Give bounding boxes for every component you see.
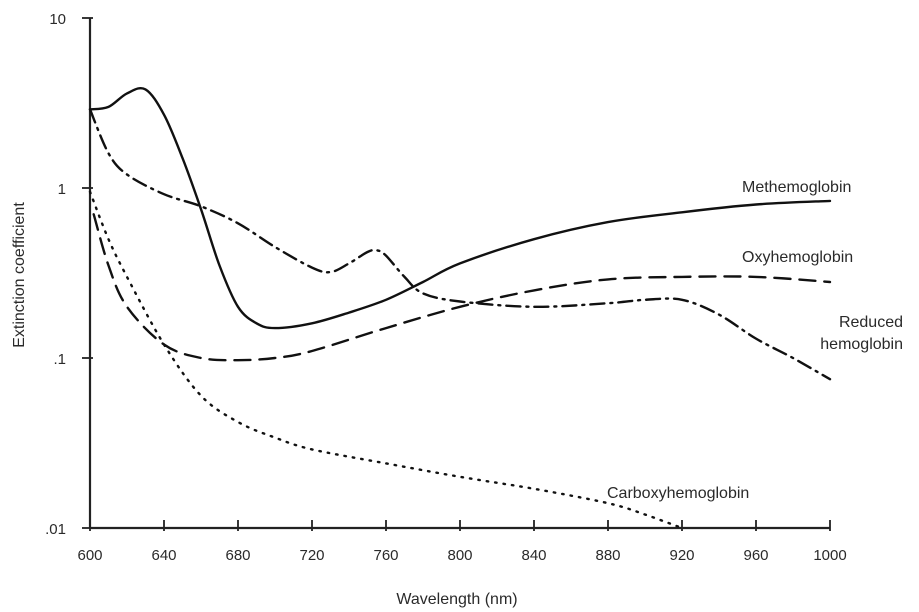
x-tick-label: 600: [77, 547, 102, 564]
y-tick-label: .01: [45, 521, 66, 538]
y-ticks: .01 .1 1 10: [45, 11, 93, 538]
x-tick-label: 760: [373, 547, 398, 564]
x-tick-label: 720: [299, 547, 324, 564]
x-tick-label: 680: [225, 547, 250, 564]
reduced-hemoglobin-label: Reduced: [839, 314, 903, 331]
series-lines: [88, 86, 832, 530]
methemoglobin-line: [88, 86, 832, 330]
x-tick-label: 640: [151, 547, 176, 564]
y-tick-label: .1: [53, 351, 66, 368]
x-ticks: 600 640 680 720 760 800 840 880 920 960 1000: [77, 520, 847, 564]
x-tick-label: 920: [669, 547, 694, 564]
axes: [88, 18, 830, 530]
reduced-hemoglobin-label: hemoglobin: [820, 336, 903, 353]
x-axis-title: Wavelength (nm): [396, 591, 517, 608]
reduced-hemoglobin-line: [88, 108, 832, 381]
y-axis-title: Extinction coefficient: [11, 202, 28, 348]
oxyhemoglobin-label: Oxyhemoglobin: [742, 249, 853, 266]
oxyhemoglobin-line: [92, 213, 832, 362]
carboxyhemoglobin-line: [88, 190, 684, 530]
x-tick-label: 960: [743, 547, 768, 564]
x-tick-label: 880: [595, 547, 620, 564]
carboxyhemoglobin-label: Carboxyhemoglobin: [607, 485, 749, 502]
x-tick-label: 1000: [813, 547, 846, 564]
methemoglobin-label: Methemoglobin: [742, 179, 851, 196]
series-labels: Methemoglobin Oxyhemoglobin Reduced hemoglo…: [607, 179, 903, 502]
x-tick-label: 800: [447, 547, 472, 564]
y-tick-label: 1: [58, 181, 66, 198]
x-tick-label: 840: [521, 547, 546, 564]
y-tick-label: 10: [49, 11, 66, 28]
